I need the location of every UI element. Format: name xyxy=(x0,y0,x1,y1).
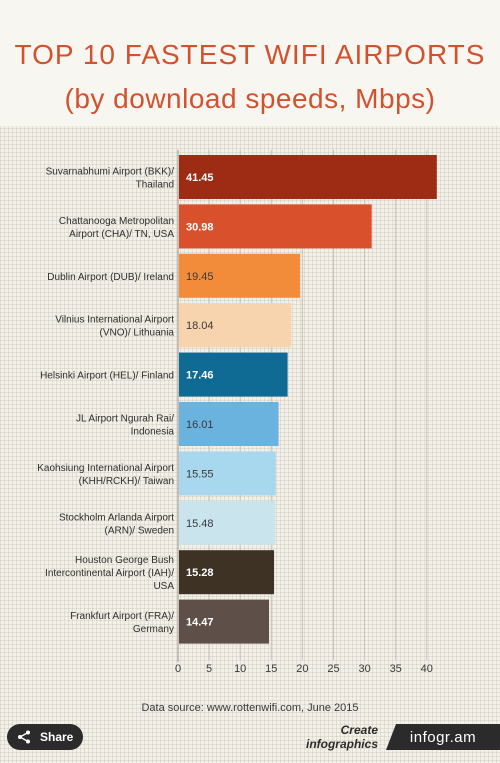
bar[interactable] xyxy=(179,402,279,446)
bar-value-label: 15.48 xyxy=(186,518,214,530)
x-tick-label: 15 xyxy=(265,663,277,675)
category-label: Houston George Bush Intercontinental Airp… xyxy=(45,555,174,592)
x-tick-label: 40 xyxy=(421,663,433,675)
category-label: JL Airport Ngurah Rai/Indonesia xyxy=(76,414,174,438)
bar[interactable] xyxy=(179,451,276,496)
category-label: Frankfurt Airport (FRA)/Germany xyxy=(70,611,174,635)
header-band xyxy=(0,0,500,126)
page-subtitle: (by download speeds, Mbps) xyxy=(64,83,436,114)
bar-value-label: 18.04 xyxy=(186,320,214,332)
x-tick-label: 10 xyxy=(234,663,246,675)
bar[interactable] xyxy=(179,599,270,644)
category-label: Stockholm Arlanda Airport (ARN)/ Sweden xyxy=(59,512,174,536)
bar-value-label: 41.45 xyxy=(186,172,214,184)
category-label: Dublin Airport (DUB)/ Ireland xyxy=(47,272,174,283)
category-label: Suvarnabhumi Airport (BKK)/Thailand xyxy=(46,167,175,191)
header-scalloped-edge xyxy=(0,122,500,130)
bar-value-label: 30.98 xyxy=(186,221,214,233)
x-tick-label: 30 xyxy=(358,663,370,675)
bar[interactable] xyxy=(179,303,292,348)
infogram-brand-bar[interactable]: Create infographics infogr.am xyxy=(268,723,500,751)
x-tick-label: 5 xyxy=(206,663,212,675)
x-tick-label: 25 xyxy=(327,663,339,675)
category-label: Vilnius International Airport (VNO)/ Lith… xyxy=(55,315,174,339)
infogram-logo[interactable]: infogr.am xyxy=(386,724,500,750)
category-label: Chattanooga Metropolitan Airport (CHA)/ T… xyxy=(59,216,174,240)
bar-value-label: 17.46 xyxy=(186,370,214,382)
category-label: Kaohsiung International Airport (KHH/RCKH… xyxy=(37,463,174,487)
bar-chart: 41.45 Suvarnabhumi Airport (BKK)/Thailand… xyxy=(37,150,437,675)
bar-value-label: 16.01 xyxy=(186,419,214,431)
bar-value-label: 19.45 xyxy=(186,271,214,283)
bar-value-label: 15.55 xyxy=(186,468,214,480)
share-button[interactable]: Share xyxy=(7,724,83,750)
bar-value-label: 15.28 xyxy=(186,567,214,579)
bar[interactable] xyxy=(179,155,437,199)
bar-value-label: 14.47 xyxy=(186,617,214,629)
bar[interactable] xyxy=(179,500,276,545)
bar[interactable] xyxy=(179,253,300,298)
bar[interactable] xyxy=(179,550,275,595)
x-tick-label: 0 xyxy=(175,663,181,675)
page-title: TOP 10 FASTEST WIFI AIRPORTS xyxy=(14,39,486,70)
category-label: Helsinki Airport (HEL)/ Finland xyxy=(40,371,174,382)
data-source-note: Data source: www.rottenwifi.com, June 20… xyxy=(141,702,359,714)
share-label: Share xyxy=(40,730,74,744)
bar[interactable] xyxy=(179,352,288,397)
bar[interactable] xyxy=(179,204,372,249)
x-tick-label: 35 xyxy=(390,663,402,675)
create-infographics-link[interactable]: Create infographics xyxy=(305,723,378,751)
x-tick-label: 20 xyxy=(296,663,308,675)
share-icon xyxy=(18,730,30,744)
